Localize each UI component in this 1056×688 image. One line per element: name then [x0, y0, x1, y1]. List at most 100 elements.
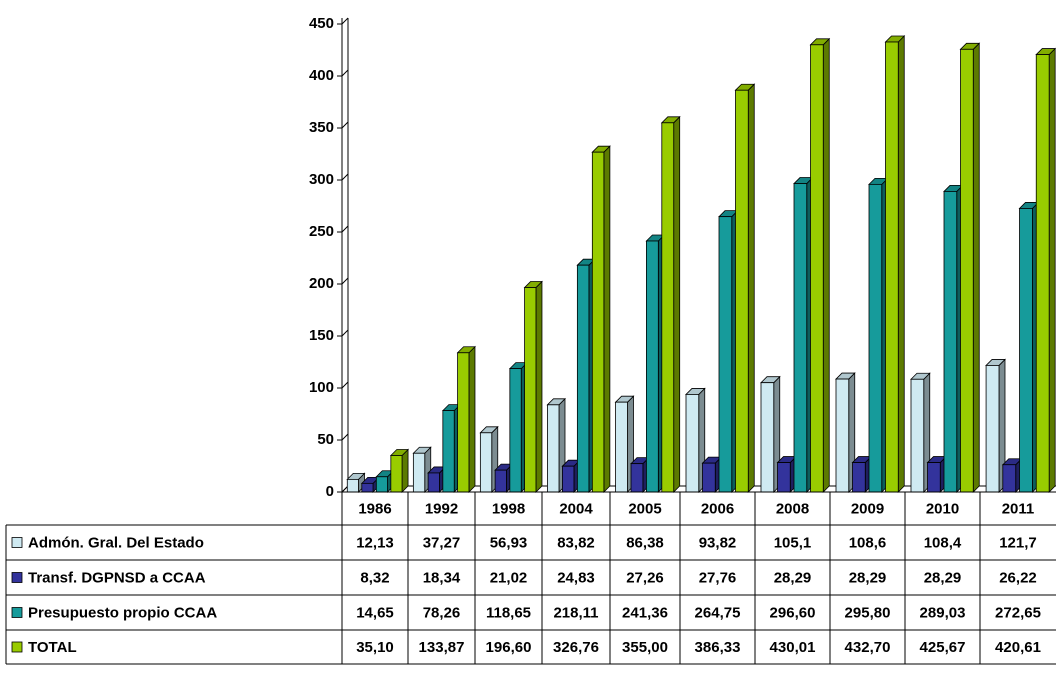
table-value: 27,26 — [626, 569, 664, 586]
wall-tick — [341, 381, 349, 389]
table-value: 56,93 — [490, 534, 528, 551]
bar — [576, 264, 590, 493]
table-value: 83,82 — [557, 534, 595, 551]
y-tick-label: 100 — [309, 379, 334, 396]
bar — [412, 452, 426, 493]
bar — [479, 432, 493, 493]
bar-side — [822, 37, 830, 493]
bar — [885, 41, 899, 493]
y-tick-label: 250 — [309, 223, 334, 240]
table-value: 241,36 — [622, 604, 668, 621]
table-value: 35,10 — [356, 639, 394, 656]
table-value: 26,22 — [999, 569, 1037, 586]
bar — [615, 401, 628, 493]
x-tick-label: 1986 — [358, 500, 391, 517]
table-value: 93,82 — [699, 534, 737, 551]
y-tick-label: 300 — [309, 171, 334, 188]
legend-label: Presupuesto propio CCAA — [28, 604, 217, 621]
bar — [1035, 54, 1050, 493]
bar — [442, 410, 455, 493]
wall-tick — [341, 225, 349, 233]
table-value: 133,87 — [419, 639, 465, 656]
legend-label: Admón. Gral. Del Estado — [28, 534, 204, 551]
x-tick-label: 1992 — [425, 500, 458, 517]
bar — [943, 191, 958, 493]
table-value: 121,7 — [999, 534, 1037, 551]
table-value: 14,65 — [356, 604, 394, 621]
bar — [375, 476, 388, 493]
table-value: 326,76 — [553, 639, 599, 656]
legend-label: TOTAL — [28, 639, 77, 656]
wall-tick — [341, 433, 349, 441]
back-wall — [341, 18, 349, 493]
wall-tick — [341, 121, 349, 129]
bar — [427, 472, 440, 493]
bar-side — [468, 345, 476, 493]
bar — [361, 482, 374, 493]
x-tick-label: 2005 — [628, 500, 661, 517]
bar — [852, 462, 866, 493]
table-value: 432,70 — [845, 639, 891, 656]
wall-tick — [341, 69, 349, 77]
x-tick-label: 2010 — [926, 500, 959, 517]
table-value: 28,29 — [849, 569, 887, 586]
bar — [718, 216, 733, 493]
table-value: 118,65 — [486, 604, 531, 621]
bar — [591, 151, 605, 493]
bar — [547, 404, 560, 493]
table-value: 21,02 — [490, 569, 528, 586]
table-value: 218,11 — [553, 604, 598, 621]
bar — [810, 44, 824, 493]
bar — [1019, 208, 1033, 493]
table-value: 264,75 — [695, 604, 741, 621]
legend-label: Transf. DGPNSD a CCAA — [28, 569, 206, 586]
bar-side — [603, 145, 611, 493]
bar — [346, 478, 359, 493]
bar — [562, 465, 575, 493]
y-tick-label: 200 — [309, 275, 334, 292]
table-value: 86,38 — [626, 534, 664, 551]
wall-tick — [341, 173, 349, 181]
bar — [1002, 464, 1017, 493]
x-tick-label: 2006 — [701, 500, 734, 517]
table-value: 78,26 — [423, 604, 461, 621]
bar-side — [535, 280, 543, 493]
table-value: 37,27 — [423, 534, 461, 551]
legend-swatch — [11, 572, 23, 583]
bar — [524, 287, 537, 493]
bar — [509, 368, 522, 493]
x-tick-label: 2008 — [776, 500, 809, 517]
wall-tick — [341, 329, 349, 337]
table-value: 196,60 — [486, 639, 532, 656]
table-value: 430,01 — [770, 639, 816, 656]
table-value: 108,6 — [849, 534, 887, 551]
bar — [494, 469, 507, 493]
x-tick-label: 1998 — [492, 500, 525, 517]
x-tick-label: 2009 — [851, 500, 884, 517]
table-value: 295,80 — [845, 604, 891, 621]
table-value: 8,32 — [360, 569, 389, 586]
bar — [390, 455, 403, 493]
table-value: 28,29 — [924, 569, 962, 586]
y-tick-label: 50 — [317, 431, 334, 448]
table-value: 425,67 — [920, 639, 966, 656]
table-value: 296,60 — [770, 604, 816, 621]
bar — [835, 378, 850, 493]
y-tick-label: 350 — [309, 119, 334, 136]
table-value: 27,76 — [699, 569, 737, 586]
table-value: 18,34 — [423, 569, 461, 586]
bar — [960, 48, 974, 493]
bar — [777, 462, 791, 493]
table-value: 108,4 — [924, 534, 962, 551]
table-value: 386,33 — [695, 639, 741, 656]
bar — [702, 462, 716, 493]
bar — [735, 89, 749, 493]
bar-side — [1048, 47, 1056, 493]
wall-tick — [341, 277, 349, 285]
bar-side — [401, 448, 409, 493]
bar-side — [673, 115, 681, 493]
wall-tick — [341, 17, 349, 25]
y-tick-label: 400 — [309, 67, 334, 84]
table-value: 28,29 — [774, 569, 812, 586]
